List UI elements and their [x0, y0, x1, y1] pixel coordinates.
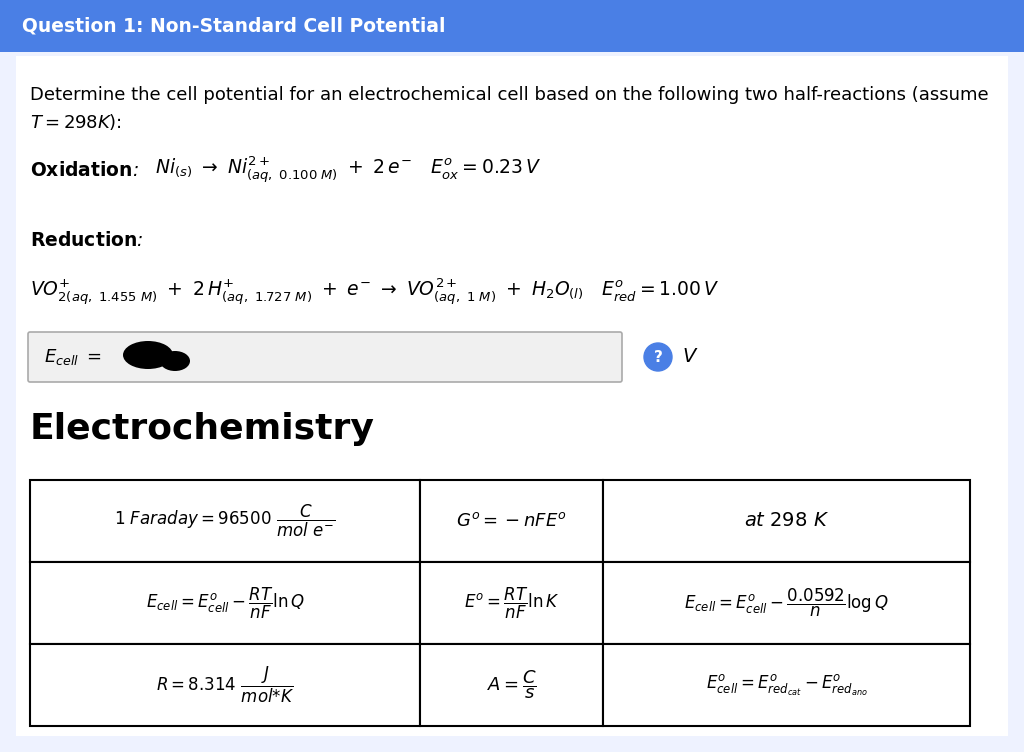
Text: $E_{cell} = E^{o}_{cell} - \dfrac{0.0592}{n}\log Q$: $E_{cell} = E^{o}_{cell} - \dfrac{0.0592…	[684, 587, 889, 619]
Text: $R = 8.314\ \dfrac{J}{mol{*}K}$: $R = 8.314\ \dfrac{J}{mol{*}K}$	[156, 665, 294, 705]
Bar	[603, 480, 970, 562]
Bar	[30, 644, 420, 726]
Ellipse shape	[123, 341, 173, 369]
Text: $T = 298K$):: $T = 298K$):	[30, 112, 122, 132]
Circle shape	[644, 343, 672, 371]
Text: $A = \dfrac{C}{s}$: $A = \dfrac{C}{s}$	[486, 669, 537, 702]
Text: $Ni_{(s)}\ \rightarrow\ Ni^{2+}_{(aq,\ 0.100\ M)}\ +\ 2\,e^{-}\quad E^{o}_{ox} =: $Ni_{(s)}\ \rightarrow\ Ni^{2+}_{(aq,\ 0…	[155, 155, 541, 185]
Text: $\mathbf{Reduction}$:: $\mathbf{Reduction}$:	[30, 231, 143, 250]
Bar	[420, 562, 603, 644]
Text: Determine the cell potential for an electrochemical cell based on the following : Determine the cell potential for an elec…	[30, 86, 988, 104]
Text: Electrochemistry: Electrochemistry	[30, 412, 375, 446]
Bar	[0, 0, 1024, 52]
Text: ?: ?	[653, 350, 663, 365]
Text: $\mathbf{Oxidation}$:: $\mathbf{Oxidation}$:	[30, 160, 139, 180]
Text: Question 1: Non-Standard Cell Potential: Question 1: Non-Standard Cell Potential	[22, 17, 445, 35]
Bar	[30, 480, 420, 562]
Bar	[30, 562, 420, 644]
Text: $VO^{+}_{2(aq,\ 1.455\ M)}\ +\ 2\,H^{+}_{(aq,\ 1.727\ M)}\ +\ e^{-}\ \rightarrow: $VO^{+}_{2(aq,\ 1.455\ M)}\ +\ 2\,H^{+}_…	[30, 277, 720, 307]
Text: $1\ \mathit{Faraday} = 96500\ \dfrac{C}{mol\ e^{-}}$: $1\ \mathit{Faraday} = 96500\ \dfrac{C}{…	[115, 503, 336, 539]
Text: $E^{o} = \dfrac{RT}{nF}\ln K$: $E^{o} = \dfrac{RT}{nF}\ln K$	[464, 585, 559, 620]
Bar	[603, 562, 970, 644]
Text: $\mathit{at}\ 298\ K$: $\mathit{at}\ 298\ K$	[744, 512, 829, 530]
Bar	[420, 480, 603, 562]
Bar	[420, 644, 603, 726]
Text: $E_{cell}\ =$: $E_{cell}\ =$	[44, 347, 102, 367]
Ellipse shape	[160, 351, 190, 371]
Text: $G^{o} = -nFE^{o}$: $G^{o} = -nFE^{o}$	[457, 512, 567, 530]
Text: $E^{o}_{cell} = E^{o}_{red_{cat}} - E^{o}_{red_{ano}}$: $E^{o}_{cell} = E^{o}_{red_{cat}} - E^{o…	[706, 672, 867, 698]
Text: $V$: $V$	[682, 348, 698, 366]
FancyBboxPatch shape	[28, 332, 622, 382]
Text: $E_{cell} = E^{o}_{cell} - \dfrac{RT}{nF}\ln Q$: $E_{cell} = E^{o}_{cell} - \dfrac{RT}{nF…	[145, 585, 304, 620]
Bar	[603, 644, 970, 726]
